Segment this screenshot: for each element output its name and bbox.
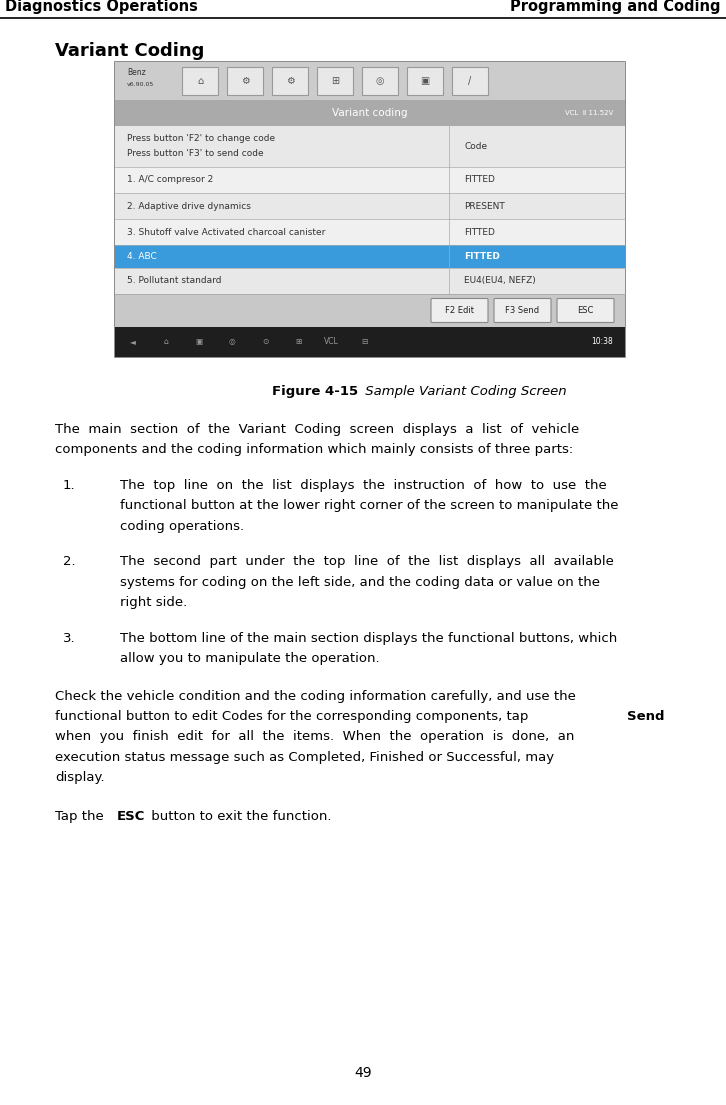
Text: 49: 49 (354, 1066, 372, 1080)
Text: Benz: Benz (127, 69, 146, 77)
Text: allow you to manipulate the operation.: allow you to manipulate the operation. (120, 652, 380, 665)
Text: Tap the: Tap the (55, 810, 108, 823)
Text: Variant Coding: Variant Coding (55, 42, 205, 60)
Text: Figure 4-15: Figure 4-15 (272, 385, 358, 398)
FancyBboxPatch shape (452, 67, 488, 95)
Text: ⚙: ⚙ (240, 76, 249, 86)
FancyBboxPatch shape (317, 67, 353, 95)
Text: 5. Pollutant standard: 5. Pollutant standard (127, 276, 221, 285)
FancyBboxPatch shape (407, 67, 443, 95)
Text: ⚙: ⚙ (285, 76, 294, 86)
Text: coding operations.: coding operations. (120, 519, 244, 533)
Text: systems for coding on the left side, and the coding data or value on the: systems for coding on the left side, and… (120, 576, 600, 589)
Text: 4. ABC: 4. ABC (127, 252, 157, 261)
FancyBboxPatch shape (557, 298, 614, 323)
Bar (115, 327, 625, 357)
Text: v6.90.05: v6.90.05 (127, 82, 154, 87)
Bar (115, 62, 625, 99)
Text: Check the vehicle condition and the coding information carefully, and use the: Check the vehicle condition and the codi… (55, 690, 576, 703)
FancyBboxPatch shape (431, 298, 488, 323)
Bar (115, 126, 625, 167)
Text: Press button 'F3' to send code: Press button 'F3' to send code (127, 149, 264, 158)
Bar (115, 267, 625, 294)
Text: 3.: 3. (63, 632, 76, 644)
Text: components and the coding information which mainly consists of three parts:: components and the coding information wh… (55, 443, 574, 456)
Text: /: / (468, 76, 472, 86)
Text: The  main  section  of  the  Variant  Coding  screen  displays  a  list  of  veh: The main section of the Variant Coding s… (55, 423, 579, 436)
Text: 3. Shutoff valve Activated charcoal canister: 3. Shutoff valve Activated charcoal cani… (127, 228, 325, 236)
Text: ⊞: ⊞ (295, 337, 301, 347)
Text: button to exit the function.: button to exit the function. (147, 810, 332, 823)
Text: ⌂: ⌂ (197, 76, 203, 86)
Text: ◎: ◎ (229, 337, 235, 347)
Text: VCL  Ⅱ 11.52V: VCL Ⅱ 11.52V (565, 110, 613, 116)
FancyBboxPatch shape (272, 67, 308, 95)
Text: functional button at the lower right corner of the screen to manipulate the: functional button at the lower right cor… (120, 499, 619, 513)
Text: F3 Send: F3 Send (505, 306, 539, 315)
Text: F2 Edit: F2 Edit (445, 306, 474, 315)
FancyBboxPatch shape (182, 67, 218, 95)
Text: Diagnostics Operations: Diagnostics Operations (5, 0, 198, 14)
Bar (115, 294, 625, 327)
Text: 1. A/C compresor 2: 1. A/C compresor 2 (127, 176, 213, 185)
Text: ▣: ▣ (195, 337, 203, 347)
Bar (115, 193, 625, 219)
Text: Sample Variant Coding Screen: Sample Variant Coding Screen (361, 385, 566, 398)
Bar (115, 62, 625, 357)
Text: when  you  finish  edit  for  all  the  items.  When  the  operation  is  done, : when you finish edit for all the items. … (55, 730, 574, 744)
FancyBboxPatch shape (362, 67, 398, 95)
Text: 10:38: 10:38 (591, 337, 613, 347)
Text: PRESENT: PRESENT (464, 201, 505, 211)
Text: Press button 'F2' to change code: Press button 'F2' to change code (127, 135, 275, 144)
Text: ⊙: ⊙ (262, 337, 268, 347)
Text: ⊞: ⊞ (331, 76, 339, 86)
Bar (115, 219, 625, 245)
Text: Programming and Coding: Programming and Coding (510, 0, 721, 14)
Text: 2. Adaptive drive dynamics: 2. Adaptive drive dynamics (127, 201, 251, 211)
Text: Send: Send (627, 711, 664, 723)
Text: VCL: VCL (324, 337, 338, 347)
Text: The  second  part  under  the  top  line  of  the  list  displays  all  availabl: The second part under the top line of th… (120, 555, 614, 568)
Text: functional button to edit Codes for the corresponding components, tap: functional button to edit Codes for the … (55, 711, 533, 723)
Bar (115, 167, 625, 193)
Bar (115, 99, 625, 126)
Text: The  top  line  on  the  list  displays  the  instruction  of  how  to  use  the: The top line on the list displays the in… (120, 478, 607, 492)
Text: 2.: 2. (63, 555, 76, 568)
Text: ⊟: ⊟ (361, 337, 367, 347)
Text: right side.: right side. (120, 597, 187, 609)
Text: 1.: 1. (63, 478, 76, 492)
Text: Code: Code (464, 141, 487, 151)
Text: EU4(EU4, NEFZ): EU4(EU4, NEFZ) (464, 276, 536, 285)
FancyBboxPatch shape (494, 298, 551, 323)
Bar (115, 245, 625, 267)
Text: FITTED: FITTED (464, 252, 500, 261)
Text: FITTED: FITTED (464, 176, 495, 185)
Text: ESC: ESC (577, 306, 594, 315)
Text: ⌂: ⌂ (163, 337, 168, 347)
Text: Variant coding: Variant coding (333, 108, 408, 118)
Text: ◄: ◄ (130, 337, 136, 347)
Text: display.: display. (55, 771, 105, 785)
Text: execution status message such as Completed, Finished or Successful, may: execution status message such as Complet… (55, 751, 554, 764)
Text: ▣: ▣ (420, 76, 430, 86)
Text: ◎: ◎ (376, 76, 384, 86)
FancyBboxPatch shape (227, 67, 263, 95)
Text: FITTED: FITTED (464, 228, 495, 236)
Text: ESC: ESC (117, 810, 145, 823)
Text: The bottom line of the main section displays the functional buttons, which: The bottom line of the main section disp… (120, 632, 617, 644)
